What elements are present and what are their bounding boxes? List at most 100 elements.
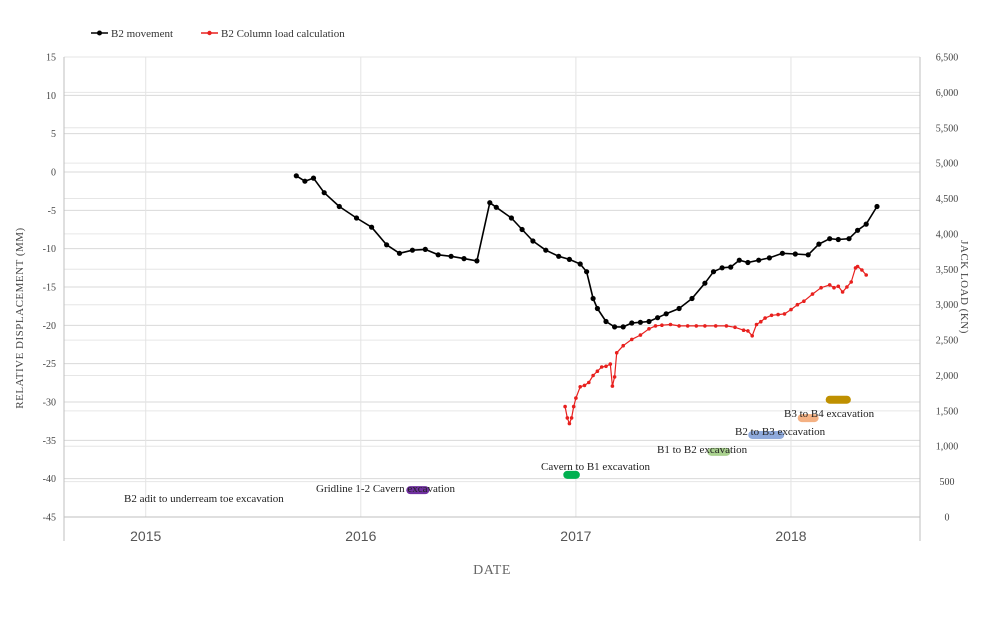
data-point-b2-column-load — [621, 343, 625, 348]
data-point-b2-column-load — [703, 324, 707, 328]
x-tick-label: 2017 — [560, 528, 591, 544]
data-point-b2-column-load — [604, 364, 608, 369]
data-point-b2-column-load — [630, 337, 634, 342]
y-tick-label: -5 — [48, 206, 56, 217]
data-point-b2-movement — [766, 255, 773, 261]
data-point-b2-movement — [435, 252, 441, 258]
y2-tick-label: 500 — [940, 477, 955, 488]
data-point-b2-column-load — [595, 369, 600, 374]
data-point-b2-movement — [646, 318, 652, 325]
data-point-b2-column-load — [810, 292, 815, 296]
data-point-b2-movement — [310, 175, 317, 181]
phases: B2 adit to underream toe excavation Gridl… — [124, 395, 875, 505]
y-tick-label: -40 — [43, 474, 56, 485]
data-point-b2-movement — [302, 178, 308, 184]
data-point-b2-column-load — [582, 383, 587, 388]
data-point-b2-movement — [689, 295, 695, 302]
y-tick-label: -45 — [43, 513, 56, 524]
data-point-b2-movement — [461, 256, 467, 262]
series — [293, 173, 880, 426]
series-line-b2-column-load — [564, 265, 867, 425]
data-point-b2-movement — [396, 250, 403, 256]
data-point-b2-movement — [792, 251, 798, 257]
y2-tick-label: 6,500 — [936, 53, 959, 64]
phase-label: Cavern to B1 excavation — [541, 461, 651, 473]
data-point-b2-column-load — [750, 334, 754, 338]
data-point-b2-column-load — [795, 302, 800, 307]
data-point-b2-column-load — [746, 329, 750, 333]
data-point-b2-column-load — [849, 280, 853, 284]
y-tick-label: 10 — [46, 91, 56, 102]
data-point-b2-column-load — [782, 312, 787, 316]
data-point-b2-movement — [336, 203, 342, 210]
data-point-b2-movement — [827, 236, 833, 242]
data-point-b2-movement — [676, 305, 682, 312]
data-point-b2-column-load — [612, 375, 617, 379]
data-point-b2-column-load — [567, 421, 572, 426]
data-point-b2-column-load — [840, 290, 845, 294]
data-point-b2-column-load — [587, 380, 591, 385]
y2-tick-label: 1,000 — [936, 442, 959, 453]
phase-label: Gridline 1-2 Cavern excavation — [316, 483, 455, 495]
data-point-b2-column-load — [836, 284, 841, 289]
data-point-b2-movement — [629, 320, 635, 326]
x-tick-label: 2016 — [345, 528, 376, 544]
data-point-b2-movement — [655, 315, 661, 321]
data-point-b2-column-load — [647, 327, 651, 331]
data-point-b2-movement — [637, 319, 644, 325]
data-point-b2-movement — [594, 305, 601, 312]
y-tick-label: -20 — [43, 321, 56, 332]
data-point-b2-movement — [719, 265, 725, 271]
data-point-b2-movement — [590, 295, 596, 302]
data-point-b2-movement — [736, 257, 742, 263]
data-point-b2-movement — [710, 269, 717, 275]
data-point-b2-movement — [855, 227, 861, 233]
data-point-b2-column-load — [660, 323, 664, 328]
data-point-b2-column-load — [694, 324, 699, 328]
data-point-b2-movement — [448, 253, 454, 259]
data-point-b2-movement — [584, 269, 590, 275]
x-axis-title: DATE — [473, 563, 511, 578]
data-point-b2-movement — [663, 311, 669, 317]
data-point-b2-movement — [519, 226, 525, 233]
data-point-b2-movement — [384, 242, 390, 248]
data-point-b2-movement — [422, 246, 428, 252]
legend-marker-b2-column-load — [207, 30, 212, 36]
data-point-b2-movement — [745, 259, 751, 266]
data-point-b2-column-load — [827, 283, 832, 287]
data-point-b2-column-load — [638, 333, 643, 337]
data-point-b2-column-load — [685, 324, 690, 328]
y-tick-label: -25 — [43, 359, 56, 370]
data-point-b2-movement — [543, 247, 549, 253]
data-point-b2-column-load — [832, 285, 836, 290]
y-tick-label: -30 — [43, 398, 56, 409]
data-point-b2-column-load — [571, 404, 576, 409]
data-point-b2-movement — [487, 200, 493, 206]
data-point-b2-column-load — [569, 416, 574, 420]
data-point-b2-column-load — [578, 385, 582, 389]
data-point-b2-movement — [846, 236, 852, 242]
data-point-b2-column-load — [608, 362, 613, 366]
data-point-b2-column-load — [565, 416, 570, 420]
data-point-b2-movement — [556, 253, 562, 259]
grid — [64, 56, 920, 518]
data-point-b2-movement — [816, 241, 822, 247]
phase-label: B3 to B4 excavation — [784, 408, 875, 420]
data-point-b2-column-load — [724, 324, 729, 328]
data-point-b2-column-load — [614, 351, 619, 355]
y2-tick-label: 3,000 — [936, 300, 959, 311]
data-point-b2-column-load — [759, 319, 763, 324]
y2-tick-label: 1,500 — [936, 406, 959, 417]
y2-tick-label: 4,000 — [936, 229, 959, 240]
data-point-b2-movement — [779, 250, 786, 256]
data-point-b2-column-load — [653, 324, 658, 328]
y-tick-label: 5 — [51, 129, 56, 140]
data-point-b2-movement — [474, 258, 480, 264]
phase-label: B2 adit to underream toe excavation — [124, 493, 284, 505]
data-point-b2-movement — [805, 252, 811, 258]
data-point-b2-column-load — [733, 325, 737, 330]
data-point-b2-column-load — [845, 285, 849, 289]
data-point-b2-movement — [603, 318, 609, 325]
data-point-b2-movement — [493, 204, 499, 210]
